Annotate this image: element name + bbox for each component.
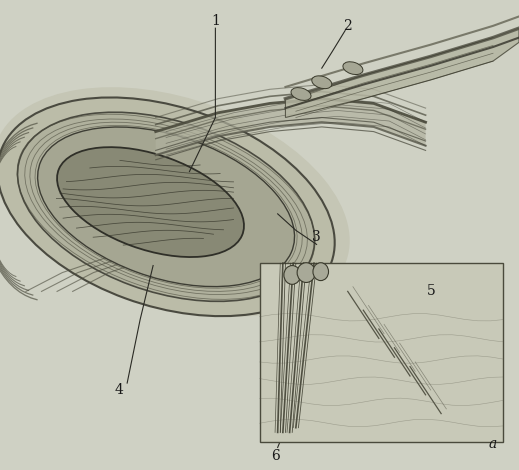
Ellipse shape: [343, 62, 363, 75]
Ellipse shape: [18, 112, 315, 301]
Text: 2: 2: [344, 19, 352, 33]
Bar: [260, 263, 503, 442]
Ellipse shape: [37, 127, 295, 287]
Text: 1: 1: [211, 14, 220, 28]
Text: 4: 4: [115, 383, 124, 397]
Ellipse shape: [291, 87, 311, 101]
Ellipse shape: [0, 97, 335, 316]
Text: 6: 6: [271, 449, 279, 463]
Text: a: a: [489, 437, 497, 451]
Ellipse shape: [0, 87, 350, 317]
Polygon shape: [156, 99, 426, 155]
Polygon shape: [285, 28, 519, 118]
Text: 3: 3: [312, 230, 321, 244]
Ellipse shape: [57, 147, 244, 257]
Text: 5: 5: [427, 284, 435, 298]
Ellipse shape: [312, 76, 332, 89]
Ellipse shape: [297, 263, 316, 282]
Ellipse shape: [284, 266, 301, 284]
Ellipse shape: [313, 263, 329, 281]
